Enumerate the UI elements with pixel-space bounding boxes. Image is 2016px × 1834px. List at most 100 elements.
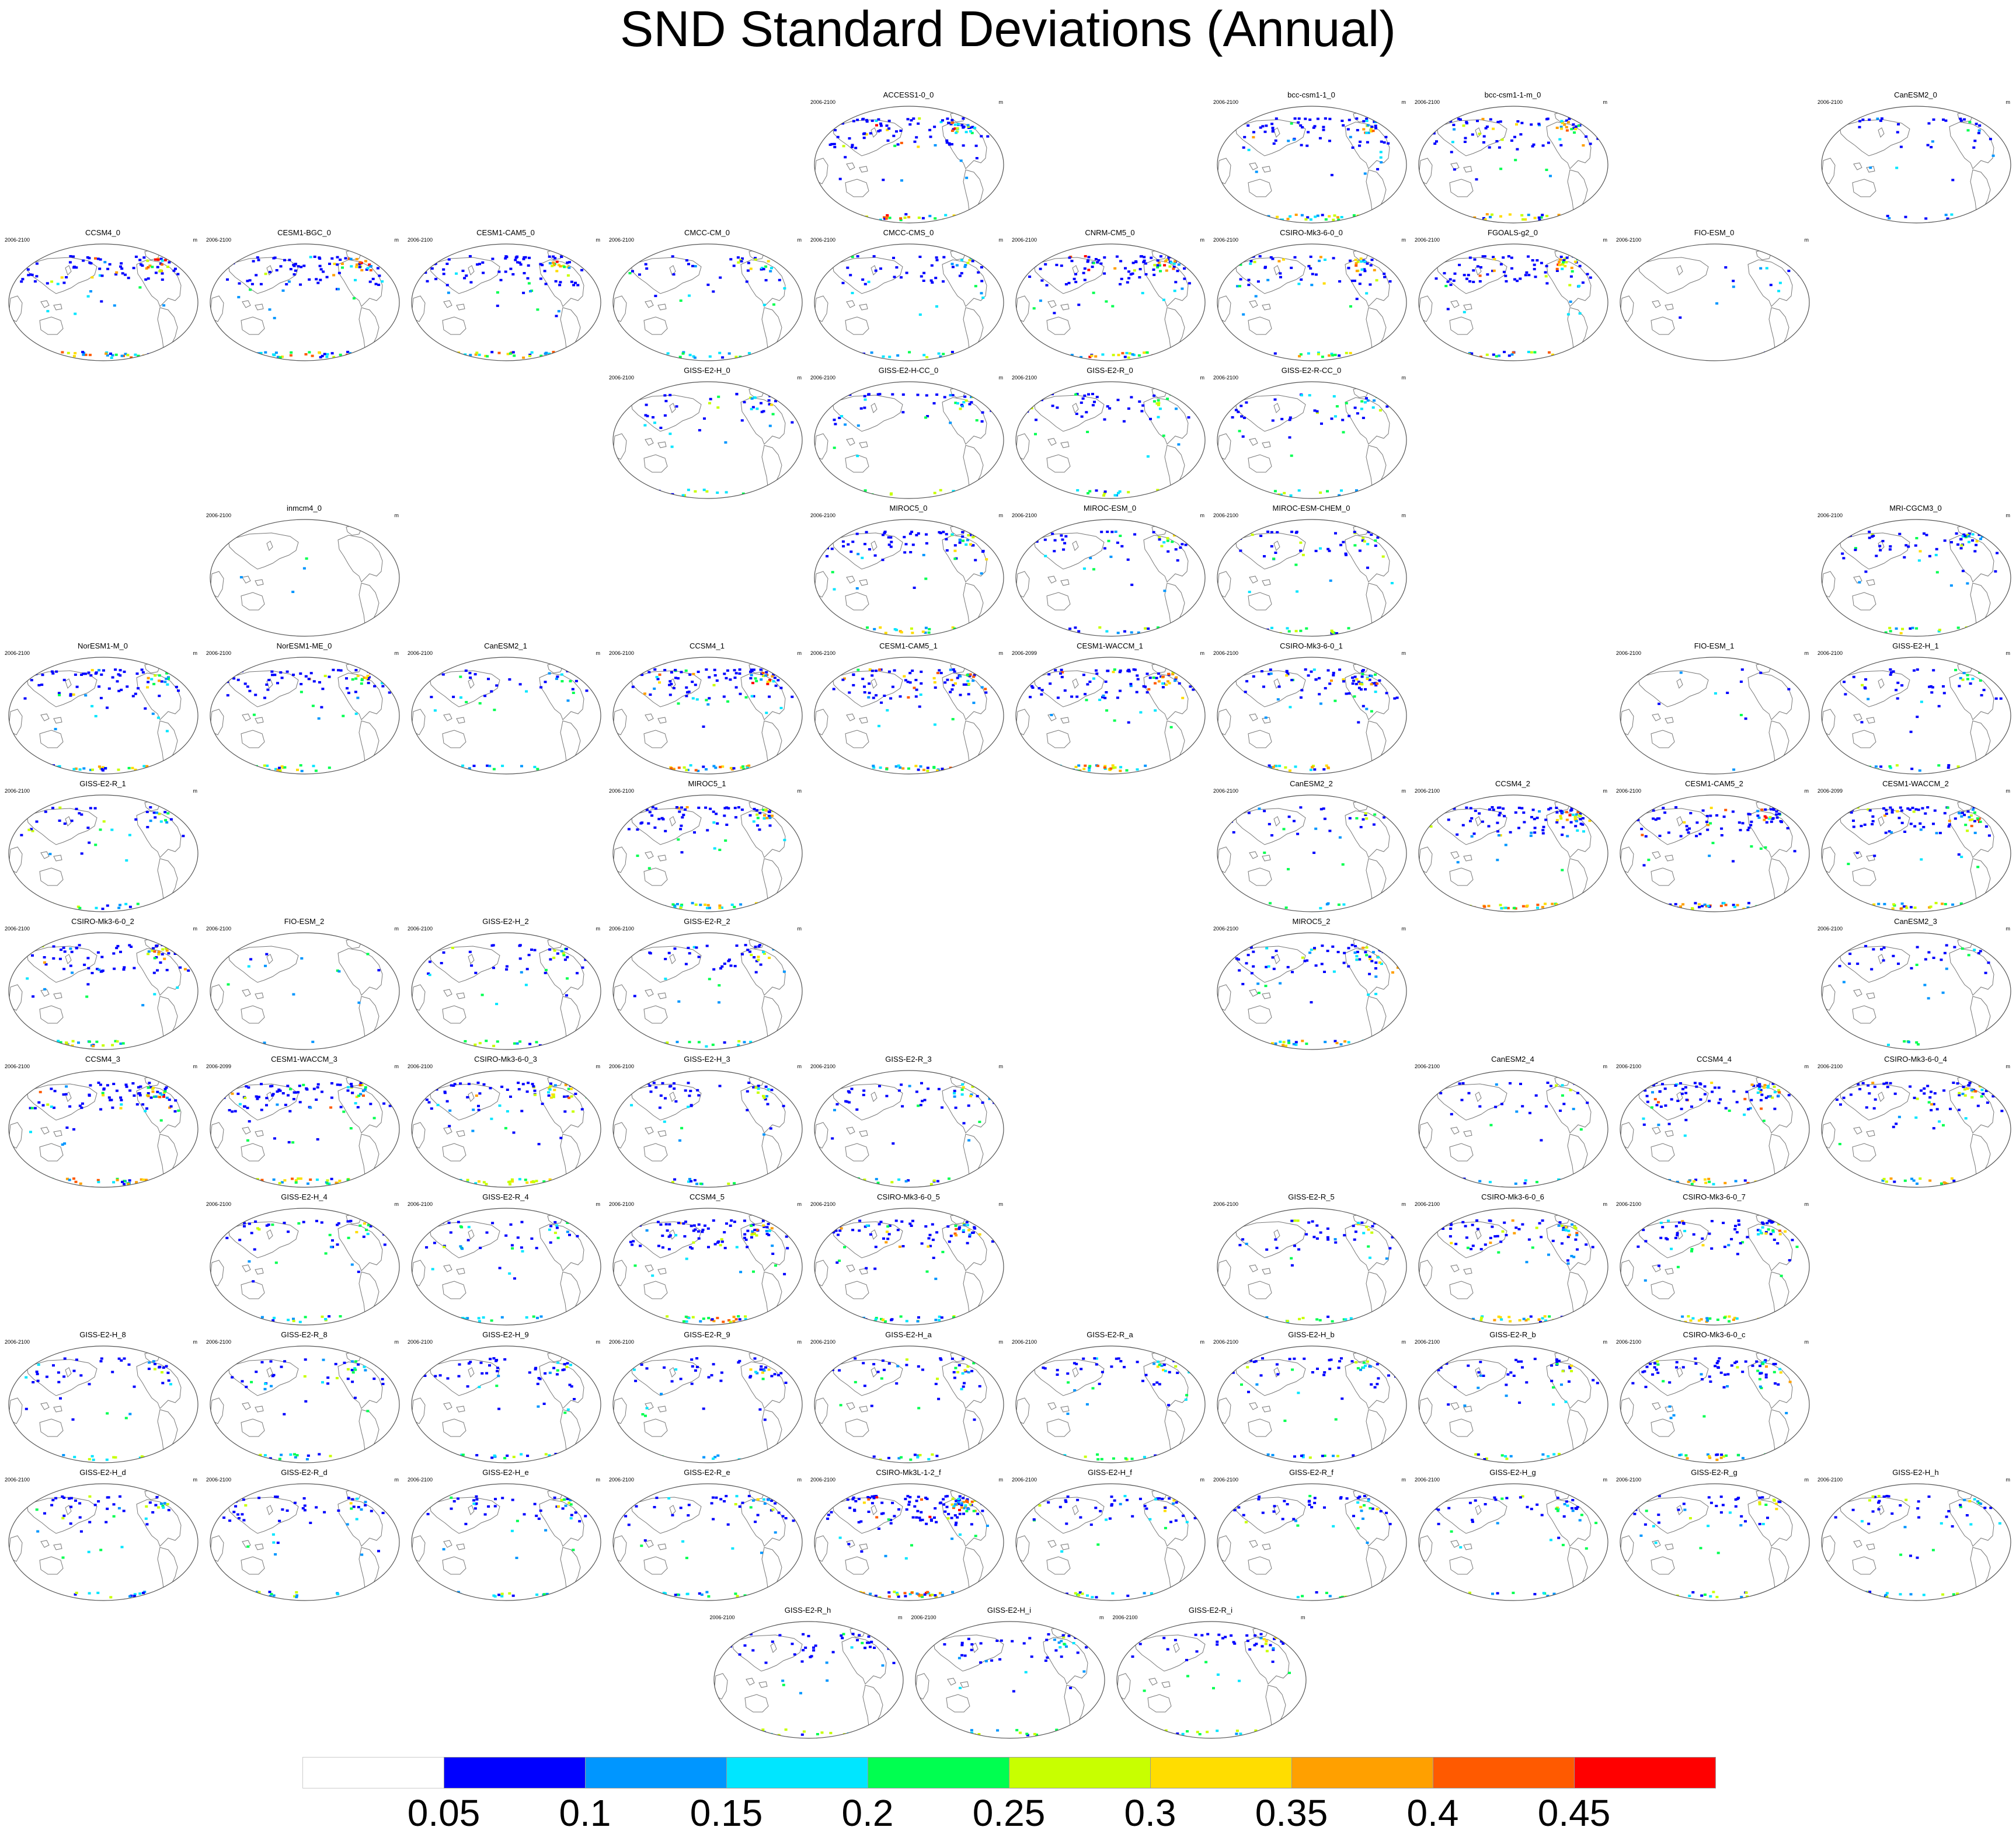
grid-cell [1155,768,1158,770]
grid-cell [849,218,852,221]
grid-cell [527,1082,530,1084]
grid-cell [375,256,378,259]
grid-cell [231,1083,234,1085]
grid-cell [149,1182,152,1184]
grid-cell [368,764,371,766]
grid-cell [60,908,63,910]
grid-cell [743,1041,746,1043]
grid-cell [506,965,509,968]
grid-cell [541,1103,544,1105]
grid-cell [1074,281,1077,283]
grid-cell [1160,255,1162,257]
grid-cell [474,673,477,675]
grid-cell [1519,133,1522,135]
grid-cell [1110,531,1113,533]
grid-cell [771,815,774,817]
grid-cell [856,587,859,590]
grid-cell [961,531,964,534]
grid-cell [1891,809,1894,811]
grid-cell [1244,691,1247,693]
grid-cell [51,807,54,809]
coastline [1274,954,1280,964]
grid-cell [239,1103,242,1106]
grid-cell [892,257,895,259]
grid-cell [749,906,752,909]
grid-cell [381,669,384,671]
panel-title: inmcm4_0 [205,504,403,513]
grid-cell [318,681,321,684]
grid-cell [882,179,885,181]
coastline [1822,571,1835,597]
coastline [137,811,181,857]
grid-cell [1290,531,1293,533]
grid-cell [892,135,895,137]
grid-cell [1257,280,1260,283]
grid-cell [1520,807,1523,810]
grid-cell [1482,141,1485,144]
grid-cell [960,124,963,127]
grid-cell [925,394,928,396]
grid-cell [1492,256,1495,258]
grid-cell [767,1041,770,1043]
grid-cell [840,415,843,417]
grid-cell [890,493,893,495]
coastline [430,671,500,707]
grid-cell [232,669,235,671]
grid-cell [1273,968,1276,970]
panel-map [208,931,401,1051]
grid-cell [358,266,361,269]
grid-cell [547,1091,550,1093]
grid-cell [1332,219,1335,221]
grid-cell [565,948,568,950]
grid-cell [1707,905,1709,907]
grid-cell [953,218,956,220]
grid-cell [1878,545,1881,548]
grid-cell [1365,708,1368,710]
grid-cell [1545,169,1548,171]
grid-cell [116,680,119,682]
grid-cell [1112,764,1115,766]
grid-cell [1265,354,1268,357]
grid-cell [865,531,868,534]
coastline [631,808,701,845]
grid-cell [95,671,98,674]
grid-cell [1169,493,1172,495]
grid-cell [1331,417,1333,420]
grid-cell [1643,864,1646,866]
grid-cell [1272,956,1275,958]
grid-cell [153,972,156,974]
coastline [1769,721,1789,766]
grid-cell [429,974,431,976]
grid-cell [588,1088,591,1090]
grid-cell [1351,677,1354,679]
grid-cell [716,679,719,682]
grid-cell [934,681,936,684]
grid-cell [1361,269,1364,271]
grid-cell [253,714,256,716]
grid-cell [790,818,793,821]
grid-cell [1451,141,1454,143]
grid-cell [300,764,302,766]
grid-cell [1307,674,1310,677]
grid-cell [1575,125,1578,128]
grid-cell [1895,689,1897,691]
coastline [444,989,452,996]
grid-cell [1364,214,1367,216]
grid-cell [1454,217,1457,219]
grid-cell [1124,267,1127,270]
grid-cell [1369,284,1371,286]
grid-cell [1232,831,1235,834]
grid-cell [966,629,969,632]
coastline [658,993,666,999]
grid-cell [155,271,158,274]
grid-cell [1074,393,1077,396]
grid-cell [1464,137,1467,140]
grid-cell [879,130,882,132]
grid-cell [1160,630,1163,632]
grid-cell [319,279,322,281]
grid-cell [1895,627,1898,630]
grid-cell [1568,354,1571,357]
